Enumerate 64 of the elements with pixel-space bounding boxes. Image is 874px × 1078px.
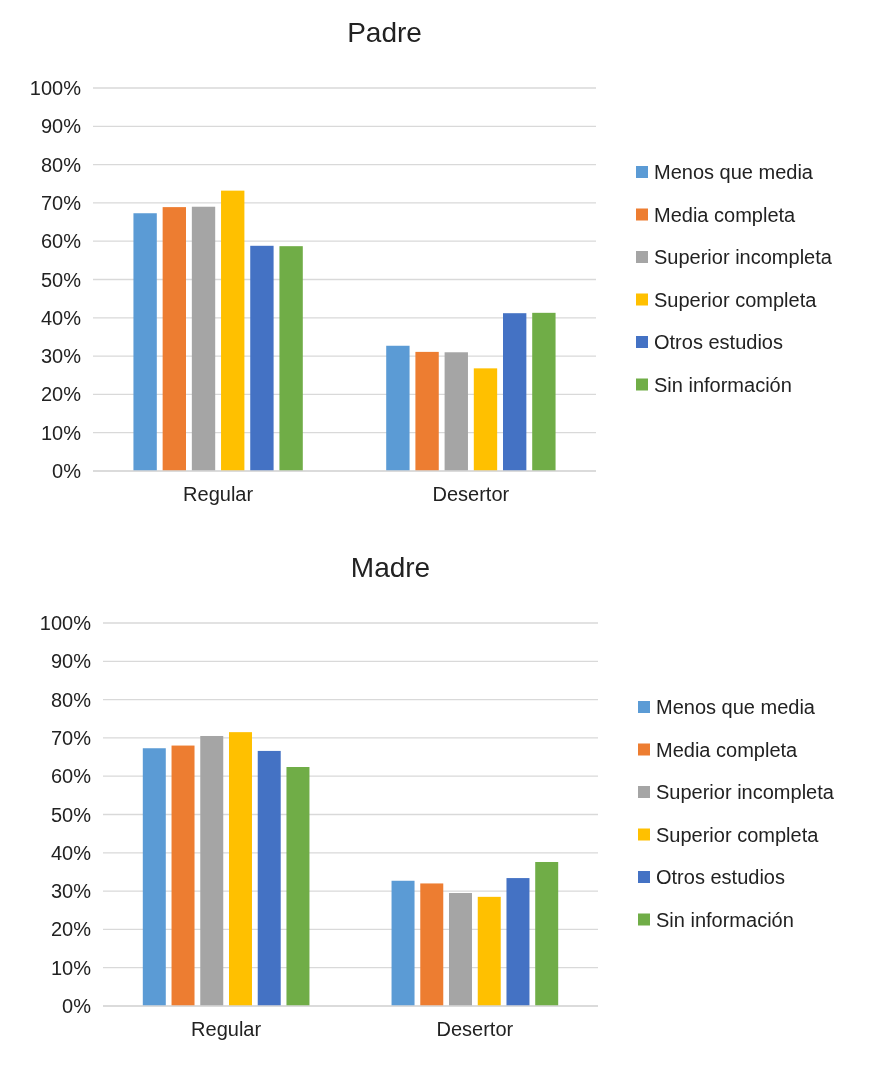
- bar: [532, 312, 556, 471]
- bar: [162, 207, 186, 471]
- bar: [477, 896, 501, 1006]
- y-tick-label: 100%: [39, 612, 92, 634]
- chart-title: Padre: [347, 17, 422, 48]
- bar: [444, 352, 468, 471]
- x-tick-label: Desertor: [436, 1018, 514, 1040]
- legend-label: Superior completa: [656, 823, 820, 846]
- y-tick-label: 50%: [50, 803, 92, 826]
- bar: [200, 735, 224, 1006]
- x-tick-label: Regular: [183, 483, 254, 505]
- bar: [449, 893, 472, 1006]
- bar: [257, 750, 281, 1006]
- y-tick-label: 40%: [40, 306, 82, 329]
- bar: [250, 245, 274, 471]
- legend-label: Sin información: [654, 373, 792, 396]
- bar: [191, 206, 216, 471]
- legend-label: Superior incompleta: [656, 781, 835, 803]
- legend-label: Menos que media: [654, 161, 814, 183]
- bar: [506, 878, 530, 1006]
- bar: [391, 880, 415, 1006]
- bar: [142, 748, 166, 1006]
- bar: [503, 313, 527, 471]
- y-tick-label: 40%: [50, 841, 92, 864]
- y-tick-label: 30%: [40, 345, 82, 368]
- y-tick-label: 0%: [52, 460, 82, 482]
- bar: [415, 351, 439, 471]
- y-tick-label: 60%: [50, 765, 92, 788]
- legend-label: Superior completa: [654, 288, 818, 311]
- legend-label: Media completa: [656, 738, 799, 761]
- legend-label: Otros estudios: [654, 331, 783, 353]
- y-tick-label: 20%: [40, 383, 82, 406]
- bar: [473, 368, 498, 471]
- bar: [221, 190, 245, 471]
- y-tick-label: 0%: [62, 995, 92, 1017]
- legend-label: Sin información: [656, 908, 794, 931]
- legend-label: Otros estudios: [656, 866, 785, 888]
- y-tick-label: 20%: [50, 918, 92, 941]
- bar: [229, 732, 252, 1006]
- y-tick-label: 90%: [50, 650, 92, 673]
- x-tick-label: Desertor: [432, 483, 510, 505]
- bar: [286, 767, 310, 1006]
- y-tick-label: 10%: [50, 956, 92, 979]
- y-tick-label: 30%: [50, 880, 92, 903]
- y-tick-label: 10%: [40, 421, 82, 444]
- y-tick-label: 80%: [50, 688, 92, 711]
- bar: [171, 745, 195, 1006]
- x-tick-label: Regular: [191, 1018, 262, 1040]
- bar: [386, 345, 410, 471]
- chart-title: Madre: [350, 552, 431, 583]
- y-tick-label: 100%: [29, 77, 82, 99]
- bar: [133, 213, 157, 471]
- legend-label: Menos que media: [656, 696, 816, 718]
- y-tick-label: 70%: [50, 726, 92, 749]
- y-tick-label: 50%: [40, 268, 82, 291]
- y-tick-label: 80%: [40, 153, 82, 176]
- bar: [535, 861, 559, 1006]
- legend-label: Superior incompleta: [654, 246, 833, 268]
- bar: [279, 246, 303, 471]
- y-tick-label: 60%: [40, 230, 82, 253]
- legend-label: Media completa: [654, 203, 797, 226]
- y-tick-label: 70%: [40, 191, 82, 214]
- y-tick-label: 90%: [40, 115, 82, 138]
- bar: [420, 883, 444, 1006]
